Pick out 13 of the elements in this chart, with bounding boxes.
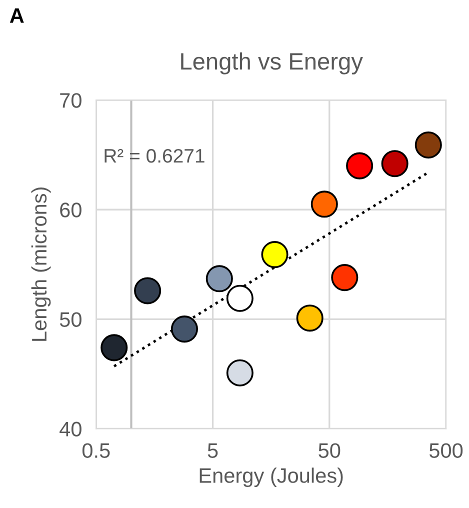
y-tick-label: 40: [60, 422, 82, 437]
y-tick-label: 70: [60, 93, 82, 108]
chart-title: Length vs Energy: [181, 52, 363, 74]
y-tick-label: 60: [60, 202, 82, 218]
annotation: R² = 0.6271: [104, 148, 204, 163]
text: A: [10, 8, 24, 23]
y-axis-title: Length (microns): [31, 188, 51, 341]
y-tick-label: 50: [60, 312, 82, 327]
x-tick-label: 50: [318, 443, 340, 458]
x-tick-label: 5: [208, 443, 218, 458]
x-tick-label: 0.5: [82, 443, 110, 458]
x-tick-label: 500: [429, 443, 463, 458]
x-axis-title: Energy (Joules): [200, 468, 343, 488]
